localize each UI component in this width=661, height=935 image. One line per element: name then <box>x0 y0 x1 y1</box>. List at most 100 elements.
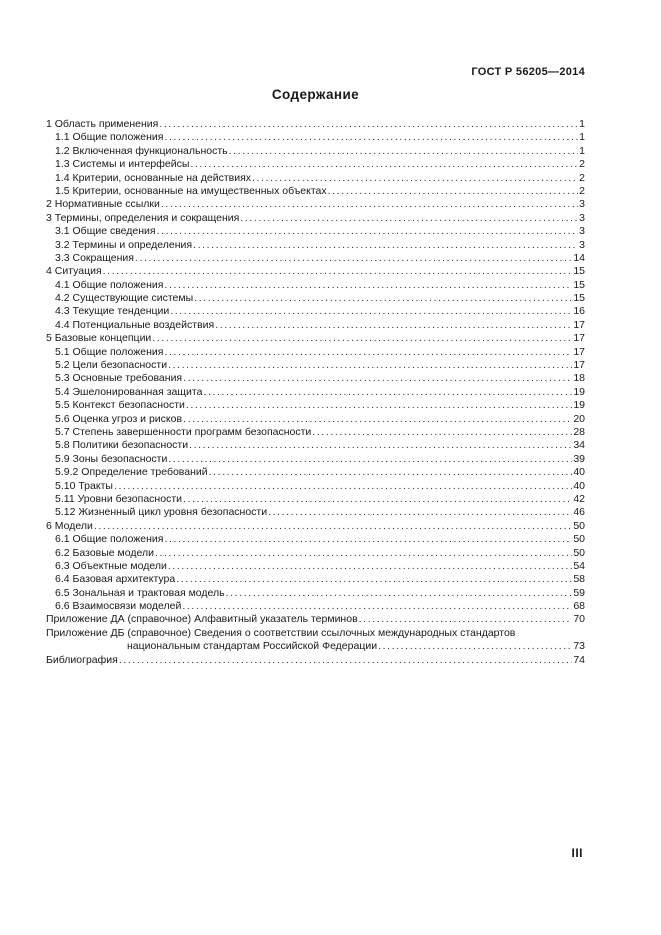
toc-entry: 4.1 Общие положения 15 <box>46 279 585 292</box>
toc-entry: Библиография 74 <box>46 654 585 667</box>
toc-entry: 6.4 Базовая архитектура 58 <box>46 573 585 586</box>
toc-dot-leader <box>155 547 572 560</box>
toc-dot-leader <box>114 480 572 493</box>
toc-entry: 3.1 Общие сведения 3 <box>46 225 585 238</box>
toc-entry: 5.5 Контекст безопасности 19 <box>46 399 585 412</box>
toc-entry-title: 5.1 Общие положения <box>55 345 164 358</box>
toc-entry: 6.1 Общие положения 50 <box>46 533 585 546</box>
toc-entry-title: 5.11 Уровни безопасности <box>55 492 182 505</box>
toc-entry: 3 Термины, определения и сокращения 3 <box>46 212 585 225</box>
toc-entry: 5.12 Жизненный цикл уровня безопасности … <box>46 506 585 519</box>
toc-entry-title: 2 Нормативные ссылки <box>46 198 160 211</box>
toc-entry: 5.7 Степень завершенности программ безоп… <box>46 426 585 439</box>
toc-entry-page: 40 <box>573 466 585 479</box>
toc-dot-leader <box>164 346 572 359</box>
toc-entry-page: 70 <box>573 613 585 626</box>
toc-entry: 5.11 Уровни безопасности 42 <box>46 493 585 506</box>
toc-entry: 3.2 Термины и определения 3 <box>46 239 585 252</box>
toc-dot-leader <box>164 131 578 144</box>
standard-code: ГОСТ Р 56205—2014 <box>471 66 585 78</box>
toc-dot-leader <box>229 145 579 158</box>
toc-entry-title: 4.4 Потенциальные воздействия <box>55 318 215 331</box>
toc-entry-title: 5.6 Оценка угроз и рисков <box>55 412 183 425</box>
toc-entry: 6 Модели 50 <box>46 520 585 533</box>
toc-entry: 6.3 Объектные модели 54 <box>46 560 585 573</box>
toc-entry-title: 4.1 Общие положения <box>55 278 164 291</box>
toc-dot-leader <box>186 399 572 412</box>
toc-entry-title: 6.4 Базовая архитектура <box>55 573 176 586</box>
toc-dot-leader <box>240 212 578 225</box>
toc-entry-page: 3 <box>579 211 585 224</box>
toc-dot-leader <box>183 493 572 506</box>
toc-entry-title: 4.2 Существующие системы <box>55 292 194 305</box>
toc-entry-page: 15 <box>573 292 585 305</box>
toc-dot-leader <box>203 386 572 399</box>
toc-entry: 2 Нормативные ссылки 3 <box>46 198 585 211</box>
toc-entry-title: 6.5 Зональная и трактовая модель <box>55 586 225 599</box>
toc-entry: 5.8 Политики безопасности 34 <box>46 439 585 452</box>
toc-entry-title: 1.3 Системы и интерфейсы <box>55 158 190 171</box>
toc-entry-page: 42 <box>573 492 585 505</box>
toc-entry-page: 14 <box>573 251 585 264</box>
toc-entry: 4.3 Текущие тенденции 16 <box>46 305 585 318</box>
toc-entry-page: 16 <box>573 305 585 318</box>
toc-entry-page: 17 <box>573 318 585 331</box>
toc-dot-leader <box>194 292 572 305</box>
toc-entry: 6.6 Взаимосвязи моделей 68 <box>46 600 585 613</box>
toc-dot-leader <box>328 185 579 198</box>
toc-entry-title: 5.4 Эшелонированная защита <box>55 385 203 398</box>
toc-entry: 1.3 Системы и интерфейсы 2 <box>46 158 585 171</box>
toc-entry: 5 Базовые концепции 17 <box>46 332 585 345</box>
toc-dot-leader <box>94 520 572 533</box>
toc-entry: 5.6 Оценка угроз и рисков 20 <box>46 413 585 426</box>
toc-entry-title: 5.8 Политики безопасности <box>55 439 189 452</box>
toc-entry: 1.4 Критерии, основанные на действиях 2 <box>46 172 585 185</box>
toc-entry-title: 5.9.2 Определение требований <box>55 466 208 479</box>
toc-entry-page: 2 <box>579 171 585 184</box>
toc-entry-page: 3 <box>579 225 585 238</box>
toc-entry-page: 17 <box>573 332 585 345</box>
toc-entry-page: 19 <box>573 399 585 412</box>
toc-entry-page: 20 <box>573 412 585 425</box>
toc-entry-title: 4.3 Текущие тенденции <box>55 305 170 318</box>
toc-entry-page: 1 <box>579 144 585 157</box>
toc-dot-leader <box>168 453 572 466</box>
toc-entry-title: 1.1 Общие положения <box>55 131 164 144</box>
toc-entry-page: 74 <box>573 653 585 666</box>
toc-entry-page: 3 <box>579 238 585 251</box>
toc-dot-leader <box>103 265 573 278</box>
toc-entry-page: 2 <box>579 184 585 197</box>
toc-entry: Приложение ДА (справочное) Алфавитный ук… <box>46 613 585 626</box>
toc-dot-leader <box>268 506 572 519</box>
toc-entry-title: 5.10 Тракты <box>55 479 113 492</box>
toc-dot-leader <box>312 426 572 439</box>
toc-entry-page: 58 <box>573 573 585 586</box>
toc-entry-page: 50 <box>573 546 585 559</box>
toc-entry: 5.10 Тракты 40 <box>46 480 585 493</box>
toc-entry: 4.4 Потенциальные воздействия 17 <box>46 319 585 332</box>
toc-dot-leader <box>170 305 572 318</box>
toc-entry-title: 5.5 Контекст безопасности <box>55 399 185 412</box>
toc-entry-page: 59 <box>573 586 585 599</box>
toc-entry-title: 5.7 Степень завершенности программ безоп… <box>55 425 312 438</box>
toc-entry-page: 3 <box>579 198 585 211</box>
toc-entry: 5.3 Основные требования 18 <box>46 372 585 385</box>
toc-entry-page: 18 <box>573 372 585 385</box>
toc-entry-page: 40 <box>573 479 585 492</box>
toc-entry-title: Приложение ДА (справочное) Алфавитный ук… <box>46 613 358 626</box>
toc-entry-page: 19 <box>573 385 585 398</box>
toc-entry: 1.1 Общие положения 1 <box>46 131 585 144</box>
document-header: ГОСТ Р 56205—2014 <box>46 66 585 78</box>
toc-dot-leader <box>164 533 572 546</box>
toc-entry: 4 Ситуация 15 <box>46 265 585 278</box>
table-of-contents: 1 Область применения 1 1.1 Общие положен… <box>46 118 585 667</box>
toc-entry: 6.5 Зональная и трактовая модель 59 <box>46 587 585 600</box>
toc-dot-leader <box>252 172 578 185</box>
page-number: III <box>571 846 583 860</box>
toc-entry-title: 6.3 Объектные модели <box>55 559 167 572</box>
toc-dot-leader <box>135 252 572 265</box>
toc-entry: 5.4 Эшелонированная защита 19 <box>46 386 585 399</box>
toc-dot-leader <box>215 319 572 332</box>
toc-dot-leader <box>168 560 573 573</box>
toc-entry-page: 54 <box>573 559 585 572</box>
